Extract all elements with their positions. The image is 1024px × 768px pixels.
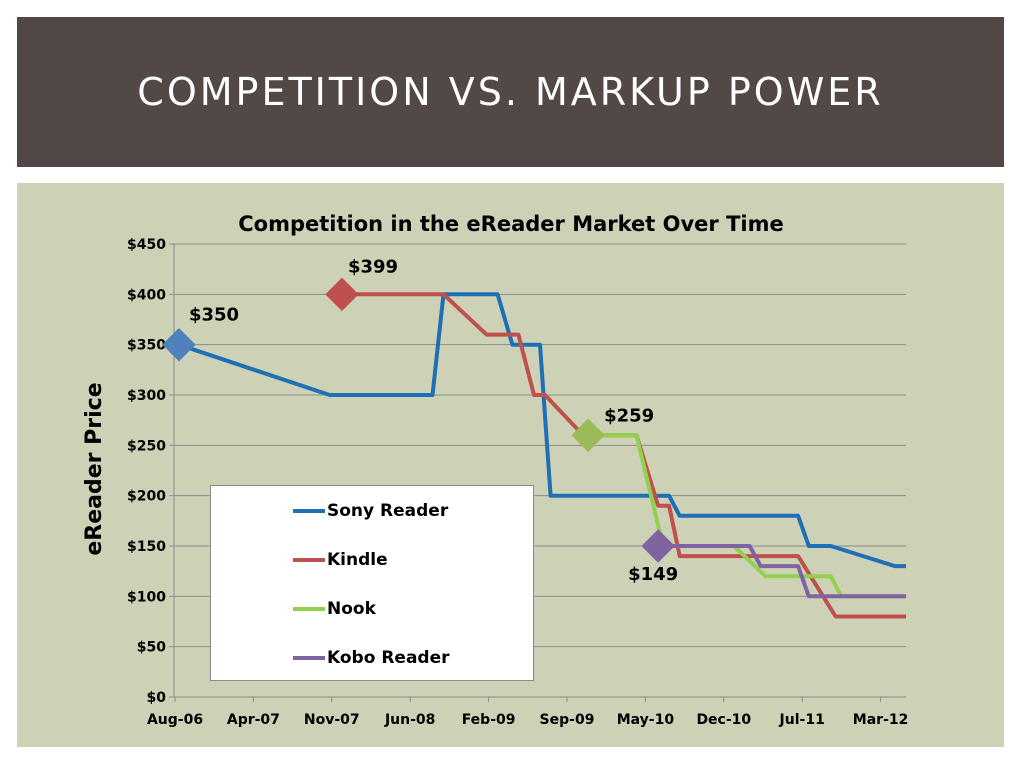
x-tick-label: Jun-08 — [384, 712, 435, 728]
x-tick-label: Feb-09 — [462, 712, 516, 728]
chart-title: Competition in the eReader Market Over T… — [238, 212, 783, 236]
marker-kindle — [325, 277, 359, 312]
marker-sony-reader — [162, 327, 196, 362]
slide-header: COMPETITION VS. MARKUP POWER — [17, 17, 1004, 167]
marker-kobo-reader — [641, 529, 675, 563]
y-tick-label: $350 — [127, 338, 166, 354]
data-label-nook: $259 — [604, 405, 654, 426]
x-tick-label: Dec-10 — [696, 712, 751, 728]
y-axis-label: eReader Price — [82, 382, 107, 555]
series-line-kobo-reader — [658, 544, 906, 599]
x-tick-label: Aug-06 — [147, 712, 203, 728]
slide-title: COMPETITION VS. MARKUP POWER — [137, 70, 884, 114]
x-tick-label: Jul-11 — [779, 712, 825, 728]
x-tick-label: Nov-07 — [304, 712, 360, 728]
legend-swatch-kobo-reader — [293, 656, 325, 660]
y-tick-label: $200 — [127, 489, 166, 505]
y-tick-label: $300 — [127, 388, 166, 404]
data-label-sony-reader: $350 — [189, 305, 239, 326]
series-line-sony-reader — [178, 292, 906, 569]
x-tick-label: Sep-09 — [540, 712, 595, 728]
x-tick-label: May-10 — [617, 712, 675, 728]
x-tick-label: Apr-07 — [227, 712, 280, 728]
axes: $0 $50 $100 $150 $200 $250 $300 $350 $400 $450 Aug… — [127, 237, 908, 728]
legend-item-kobo-reader: Kobo Reader — [293, 648, 450, 668]
legend-item-nook: Nook — [293, 599, 376, 619]
data-label-kindle: $399 — [348, 256, 398, 277]
legend-item-sony-reader: Sony Reader — [293, 501, 448, 521]
legend-swatch-nook — [293, 607, 325, 611]
y-tick-label: $50 — [137, 640, 166, 656]
legend-label-nook: Nook — [327, 599, 376, 619]
data-label-kobo-reader: $149 — [628, 564, 678, 585]
x-tick-label: Mar-12 — [853, 712, 909, 728]
y-tick-label: $150 — [127, 539, 166, 555]
price-markers: $350 $399 $259 $149 — [162, 256, 678, 585]
legend-swatch-sony-reader — [293, 509, 325, 513]
line-chart: Competition in the eReader Market Over T… — [82, 212, 908, 728]
y-tick-label: $250 — [127, 438, 166, 454]
y-tick-label: $100 — [127, 589, 166, 605]
chart-panel: Competition in the eReader Market Over T… — [17, 183, 1004, 747]
y-tick-label: $450 — [127, 237, 166, 253]
y-tick-label: $0 — [147, 690, 167, 706]
marker-nook — [571, 418, 605, 452]
series-lines — [178, 292, 906, 619]
legend-swatch-kindle — [293, 558, 325, 562]
chart-legend: Sony Reader Kindle Nook Kobo Reader — [210, 485, 534, 681]
series-line-kindle — [342, 292, 906, 619]
series-line-nook — [588, 433, 906, 599]
legend-label-kindle: Kindle — [327, 550, 388, 570]
y-tick-label: $400 — [127, 287, 166, 303]
legend-label-sony-reader: Sony Reader — [327, 501, 449, 521]
legend-item-kindle: Kindle — [293, 550, 388, 570]
legend-label-kobo-reader: Kobo Reader — [327, 648, 450, 668]
